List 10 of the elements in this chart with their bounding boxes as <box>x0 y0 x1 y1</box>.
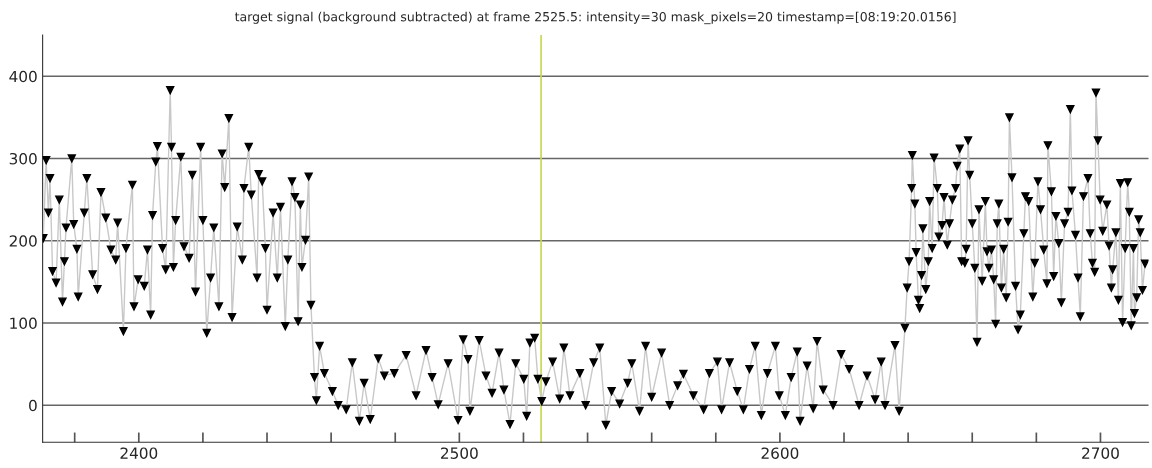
y-tick-label: 0 <box>29 399 37 412</box>
x-tick-label: 2500 <box>441 447 478 459</box>
y-tick-label: 300 <box>9 152 37 165</box>
x-tick-label: 2400 <box>120 447 158 459</box>
y-tick-label: 100 <box>10 317 37 330</box>
y-tick-label: 400 <box>9 70 37 83</box>
x-tick-label: 2600 <box>761 447 799 459</box>
chart-title: target signal (background subtracted) at frame 2525.5: intensity=30 mask_pixels=20 timestamp=[08:19:20.0156] <box>234 11 956 25</box>
y-tick-label: 200 <box>9 235 37 247</box>
x-tick-label: 2700 <box>1082 447 1119 459</box>
